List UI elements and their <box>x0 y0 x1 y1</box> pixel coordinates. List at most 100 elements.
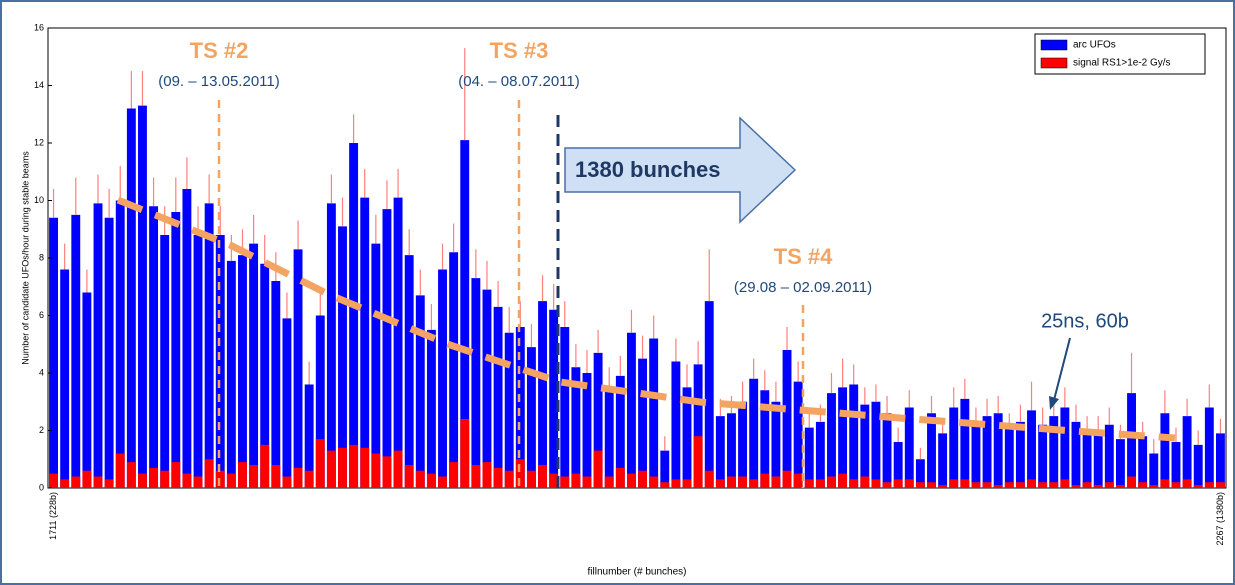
y-tick-label: 0 <box>39 482 44 492</box>
bar <box>682 387 692 488</box>
bar <box>704 301 714 488</box>
bar <box>660 482 670 488</box>
bar <box>849 384 859 488</box>
bar <box>1082 430 1092 488</box>
bar <box>160 235 170 488</box>
bar <box>282 476 292 488</box>
bar <box>860 476 870 488</box>
bar <box>593 450 603 488</box>
bar <box>793 381 803 488</box>
bar <box>582 373 592 488</box>
bar <box>971 482 981 488</box>
bar <box>927 482 936 488</box>
y-tick-label: 10 <box>34 195 44 205</box>
x-tick-label: 2267 (1380b) <box>1215 492 1225 546</box>
pointer <box>1053 337 1071 401</box>
y-tick-label: 2 <box>39 425 44 435</box>
bar <box>282 318 292 488</box>
bar <box>249 243 259 488</box>
bar <box>393 197 403 488</box>
y-tick-label: 16 <box>34 22 44 32</box>
bar <box>893 479 903 488</box>
bar <box>615 375 625 488</box>
bar <box>749 479 759 488</box>
bar <box>126 462 136 488</box>
y-axis-label: Number of candidate UFOs/hour during sta… <box>20 151 30 365</box>
bar <box>938 485 948 488</box>
bar <box>193 476 203 488</box>
bar <box>182 473 192 488</box>
bar <box>1015 421 1025 488</box>
bar <box>338 226 347 488</box>
bar <box>382 209 392 488</box>
bar <box>449 462 459 488</box>
bar <box>404 255 414 488</box>
bar <box>1171 482 1181 488</box>
bar <box>371 453 381 488</box>
bar <box>1071 485 1081 488</box>
bar <box>571 473 581 488</box>
bar <box>438 476 447 488</box>
bar <box>815 479 825 488</box>
bar <box>804 479 814 488</box>
pointer-head <box>1049 396 1059 410</box>
bar <box>326 203 336 488</box>
bar <box>904 407 914 488</box>
bar <box>71 476 81 488</box>
bar <box>482 462 492 488</box>
bar <box>715 416 725 488</box>
bar <box>904 479 914 488</box>
bar <box>226 473 236 488</box>
bar <box>449 252 459 488</box>
arrow <box>564 116 797 224</box>
bar <box>349 143 359 488</box>
bar <box>927 413 936 488</box>
bar <box>1204 407 1214 488</box>
bar <box>693 436 703 488</box>
bar <box>293 467 303 488</box>
bar <box>749 378 759 488</box>
bar <box>827 476 836 488</box>
bar <box>949 407 959 488</box>
bar <box>804 427 814 488</box>
bar <box>1204 482 1214 488</box>
bar <box>426 473 436 488</box>
bar <box>1038 424 1048 488</box>
bar <box>649 476 659 488</box>
bar <box>815 421 825 488</box>
bar <box>171 212 181 488</box>
bar <box>438 269 447 488</box>
bar <box>349 444 359 488</box>
bar <box>582 476 592 488</box>
bar <box>626 332 636 488</box>
bar <box>504 332 514 488</box>
y-tick-label: 12 <box>34 137 44 147</box>
bar <box>1027 479 1036 488</box>
bar <box>860 404 870 488</box>
bar <box>1138 436 1148 488</box>
bar <box>1060 479 1070 488</box>
bar <box>949 479 959 488</box>
bar <box>271 281 281 488</box>
y-tick-label: 4 <box>39 367 44 377</box>
legend-swatch <box>1040 57 1068 69</box>
bar <box>393 450 403 488</box>
bar <box>660 450 670 488</box>
annotation: 1380 bunches <box>575 157 721 182</box>
bar <box>49 473 59 488</box>
bar <box>526 347 536 488</box>
bar <box>993 485 1003 488</box>
bar <box>238 255 247 488</box>
bar <box>104 217 114 488</box>
bar <box>482 289 492 488</box>
bar <box>204 459 214 488</box>
bar <box>215 235 225 488</box>
bar <box>1149 485 1159 488</box>
bar <box>1160 479 1170 488</box>
bar <box>1104 482 1114 488</box>
bar <box>538 465 547 488</box>
bar <box>315 439 325 488</box>
bar <box>360 197 370 488</box>
bar <box>1193 485 1203 488</box>
bar <box>1093 430 1103 488</box>
